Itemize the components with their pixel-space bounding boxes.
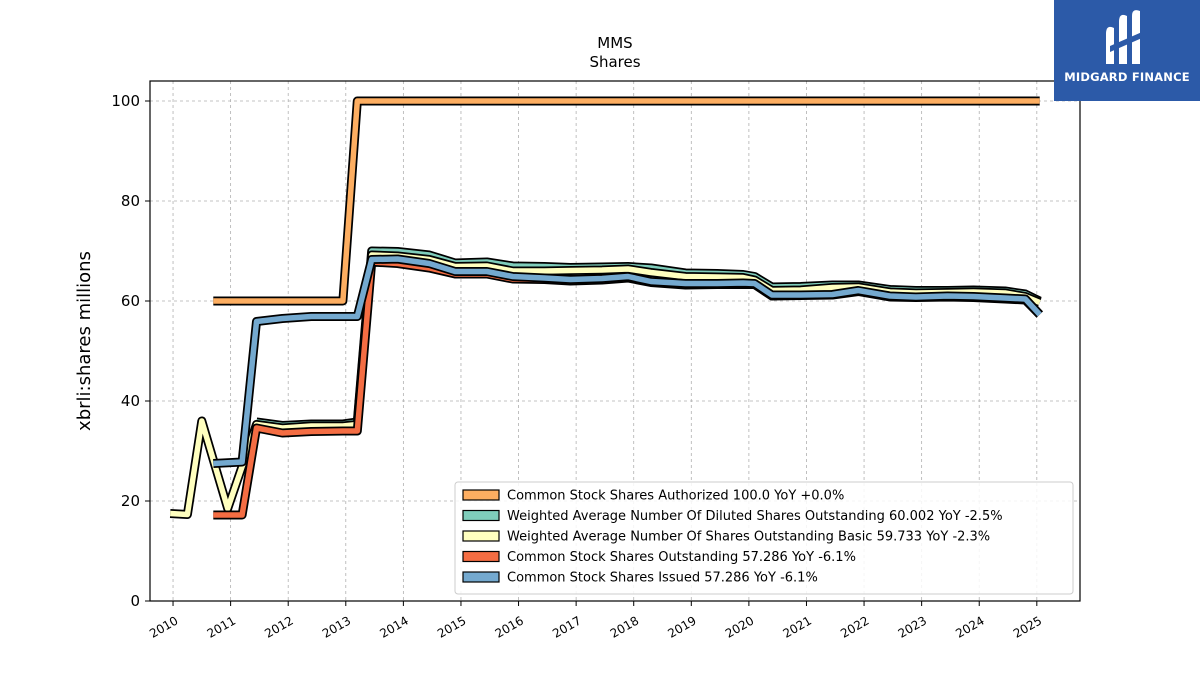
x-tick-label: 2016 [493,613,526,640]
legend-swatch [462,571,500,583]
series-line [213,98,1040,304]
x-tick-label: 2019 [665,613,698,640]
y-tick-label: 20 [121,492,140,510]
x-tick-label: 2018 [608,613,641,640]
x-tick-label: 2014 [377,613,410,640]
y-axis-label: xbrli:shares millions [74,251,95,431]
brand-text: MIDGARD FINANCE [1064,70,1190,84]
x-tick-label: 2017 [550,613,583,640]
legend-box [454,481,1074,595]
x-tick-label: 2015 [435,613,468,640]
midgard-finance-logo: MIDGARD FINANCE [1054,0,1200,101]
legend-entry: Common Stock Shares Authorized 100.0 YoY… [507,489,844,504]
x-tick-label: 2012 [262,613,295,640]
legend-entry: Common Stock Shares Issued 57.286 YoY -6… [507,571,818,586]
chart-title: MMS [597,34,632,52]
x-tick-label: 2022 [838,613,871,640]
legend-swatch [462,489,500,501]
plot-frame [149,80,1081,602]
y-tick-label: 100 [111,92,140,110]
y-tick-label: 40 [121,392,140,410]
x-tick-label: 2010 [147,613,180,640]
x-tick-label: 2021 [781,613,814,640]
legend-entry: Weighted Average Number Of Shares Outsta… [507,530,990,545]
series-line [213,256,1042,467]
legend-entry: Common Stock Shares Outstanding 57.286 Y… [507,550,856,565]
legend-swatch [462,509,500,522]
x-tick-label: 2024 [953,613,986,640]
y-tick-label: 60 [121,292,140,310]
x-tick-label: 2011 [205,613,238,640]
x-tick-label: 2013 [320,613,353,640]
y-tick-label: 80 [121,192,140,210]
legend-entry: Weighted Average Number Of Diluted Share… [507,509,1003,524]
y-tick-label: 0 [130,592,140,610]
x-tick-label: 2023 [896,613,929,640]
x-tick-label: 2020 [723,613,756,640]
legend: Common Stock Shares Authorized 100.0 YoY… [454,481,1074,595]
x-tick-label: 2025 [1011,613,1044,640]
midgard-logo-icon [1106,10,1142,65]
chart-subtitle: Shares [589,53,640,71]
legend-swatch [462,550,500,563]
legend-swatch [462,530,500,542]
